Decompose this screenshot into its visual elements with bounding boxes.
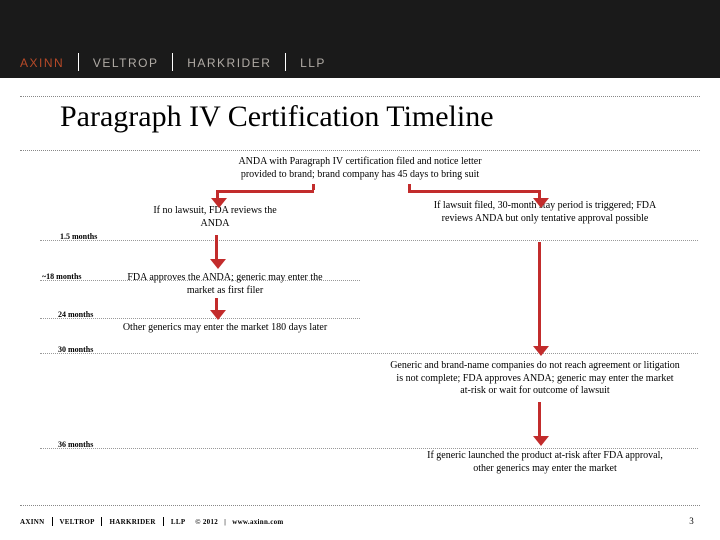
note-at-risk: If generic launched the product at-risk … (420, 450, 670, 475)
footer-firm-llp: LLP (171, 518, 185, 526)
divider-top (20, 96, 700, 97)
logo-part-veltrop: VELTROP (93, 56, 159, 70)
timeline-row-30 (40, 353, 698, 354)
timeline-canvas: ANDA with Paragraph IV certification fil… (20, 150, 700, 480)
logo-separator (285, 53, 286, 71)
footer-copyright: © 2012 (195, 518, 218, 526)
timeline-row-1-5 (40, 240, 698, 241)
footer: AXINN VELTROP HARKRIDER LLP © 2012 | www… (20, 517, 700, 526)
footer-firm-axinn: AXINN (20, 518, 44, 526)
timeline-row-24-left (40, 318, 360, 319)
logo-part-llp: LLP (300, 56, 326, 70)
footer-url: www.axinn.com (232, 518, 283, 526)
logo-separator (78, 53, 79, 71)
logo-part-harkrider: HARKRIDER (187, 56, 271, 70)
timeline-row-36 (40, 448, 698, 449)
header-logo: AXINN VELTROP HARKRIDER LLP (20, 53, 326, 70)
logo-separator (172, 53, 173, 71)
note-no-lawsuit: If no lawsuit, FDA reviews the ANDA (140, 205, 290, 230)
footer-sep (52, 517, 53, 526)
header-band: AXINN VELTROP HARKRIDER LLP (0, 0, 720, 78)
note-fda-approves: FDA approves the ANDA; generic may enter… (115, 272, 335, 297)
footer-sep (163, 517, 164, 526)
divider-footer (20, 505, 700, 506)
footer-firm-harkrider: HARKRIDER (110, 518, 156, 526)
page-title: Paragraph IV Certification Timeline (60, 100, 494, 134)
page-number: 3 (689, 516, 694, 526)
note-other-generics: Other generics may enter the market 180 … (115, 322, 335, 335)
note-anda-filed: ANDA with Paragraph IV certification fil… (220, 156, 500, 181)
footer-sep (101, 517, 102, 526)
logo-part-axinn: AXINN (20, 56, 64, 70)
footer-firm-veltrop: VELTROP (59, 518, 94, 526)
note-no-agreement: Generic and brand-name companies do not … (390, 360, 680, 398)
